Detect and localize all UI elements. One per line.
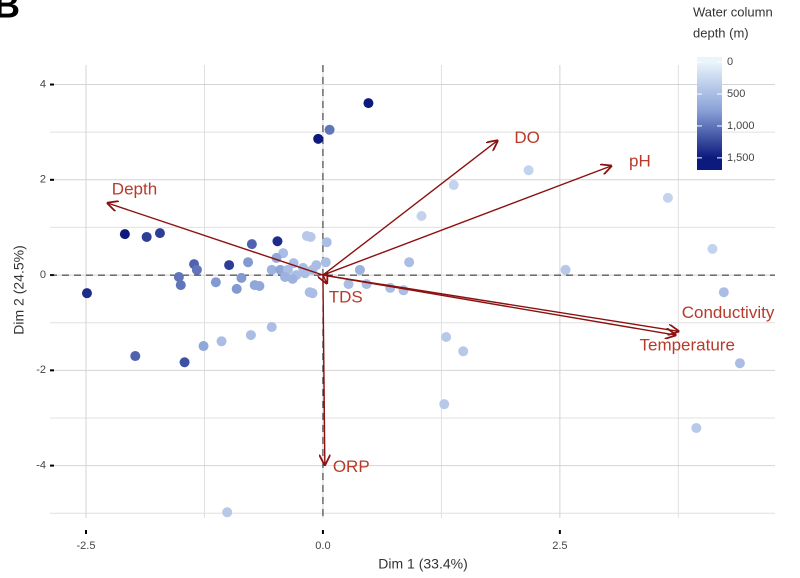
y-tick-label: -4 bbox=[36, 460, 46, 472]
data-point bbox=[243, 257, 254, 268]
data-point bbox=[191, 264, 202, 275]
loading-arrow bbox=[323, 275, 325, 465]
y-tick-label: 0 bbox=[40, 269, 46, 281]
data-point bbox=[416, 211, 427, 221]
data-point bbox=[246, 239, 257, 250]
data-point bbox=[304, 287, 315, 298]
loading-arrow bbox=[108, 203, 324, 276]
data-point bbox=[560, 264, 571, 275]
colorbar-tick-label: 500 bbox=[727, 88, 745, 100]
colorbar-tick-label: 1,500 bbox=[727, 152, 755, 164]
data-point bbox=[354, 264, 365, 275]
colorbar-tick-label: 0 bbox=[727, 56, 733, 68]
loading-label: pH bbox=[629, 151, 651, 170]
data-point bbox=[305, 231, 316, 242]
data-point bbox=[198, 341, 209, 352]
data-point bbox=[385, 282, 396, 293]
y-axis-title: Dim 2 (24.5%) bbox=[11, 245, 27, 334]
data-point bbox=[313, 133, 324, 144]
loading-label: DO bbox=[514, 128, 540, 147]
data-point bbox=[707, 243, 718, 254]
data-point bbox=[275, 264, 286, 275]
data-point bbox=[154, 228, 165, 239]
data-point bbox=[175, 280, 186, 291]
data-point bbox=[287, 273, 298, 284]
data-point bbox=[254, 281, 265, 292]
data-point bbox=[231, 283, 242, 294]
data-point bbox=[523, 165, 534, 176]
data-point bbox=[324, 124, 335, 135]
data-point bbox=[179, 357, 190, 368]
x-tick-label: 2.5 bbox=[552, 540, 567, 552]
y-tick-label: -2 bbox=[36, 364, 46, 376]
data-point bbox=[266, 264, 277, 275]
legend-title: depth (m) bbox=[693, 25, 749, 40]
data-point bbox=[272, 236, 283, 247]
data-point bbox=[141, 231, 152, 242]
colorbar bbox=[697, 57, 722, 170]
loading-arrow bbox=[322, 141, 497, 276]
data-point bbox=[236, 272, 247, 283]
x-axis-title: Dim 1 (33.4%) bbox=[378, 556, 467, 572]
legend-title: Water column bbox=[693, 4, 773, 19]
panel-label: B bbox=[0, 0, 20, 26]
data-point bbox=[81, 288, 92, 299]
data-point bbox=[734, 358, 745, 369]
data-point bbox=[119, 229, 130, 240]
data-point bbox=[216, 336, 227, 347]
loading-label: ORP bbox=[333, 457, 370, 476]
y-tick-label: 4 bbox=[40, 78, 46, 90]
data-point bbox=[448, 180, 459, 191]
data-point bbox=[321, 237, 332, 248]
x-tick-label: 0.0 bbox=[315, 540, 330, 552]
data-point bbox=[363, 98, 374, 109]
y-tick-label: 2 bbox=[40, 174, 46, 186]
data-point bbox=[266, 321, 277, 332]
data-point bbox=[245, 330, 256, 341]
data-point bbox=[441, 331, 452, 342]
data-point bbox=[458, 346, 469, 357]
data-point bbox=[222, 507, 233, 518]
data-point bbox=[210, 277, 221, 288]
loading-label: Depth bbox=[112, 180, 157, 199]
data-point bbox=[662, 192, 673, 203]
data-point bbox=[404, 257, 415, 268]
colorbar-tick-label: 1,000 bbox=[727, 120, 755, 132]
loading-arrow bbox=[322, 274, 676, 335]
x-tick-label: -2.5 bbox=[77, 540, 96, 552]
data-point bbox=[343, 279, 354, 290]
data-point bbox=[718, 287, 729, 298]
data-point bbox=[439, 399, 450, 410]
data-point bbox=[320, 257, 331, 268]
loading-arrow bbox=[322, 274, 678, 331]
loading-label: Conductivity bbox=[682, 303, 775, 322]
data-point bbox=[691, 422, 702, 433]
loading-arrow bbox=[322, 166, 611, 276]
data-point bbox=[173, 271, 184, 282]
loading-label: TDS bbox=[329, 288, 363, 307]
data-point bbox=[280, 271, 291, 282]
loading-label: Temperature bbox=[639, 336, 734, 355]
data-point bbox=[361, 279, 372, 290]
data-point bbox=[130, 351, 141, 362]
data-point bbox=[299, 268, 310, 279]
data-point bbox=[224, 260, 235, 271]
